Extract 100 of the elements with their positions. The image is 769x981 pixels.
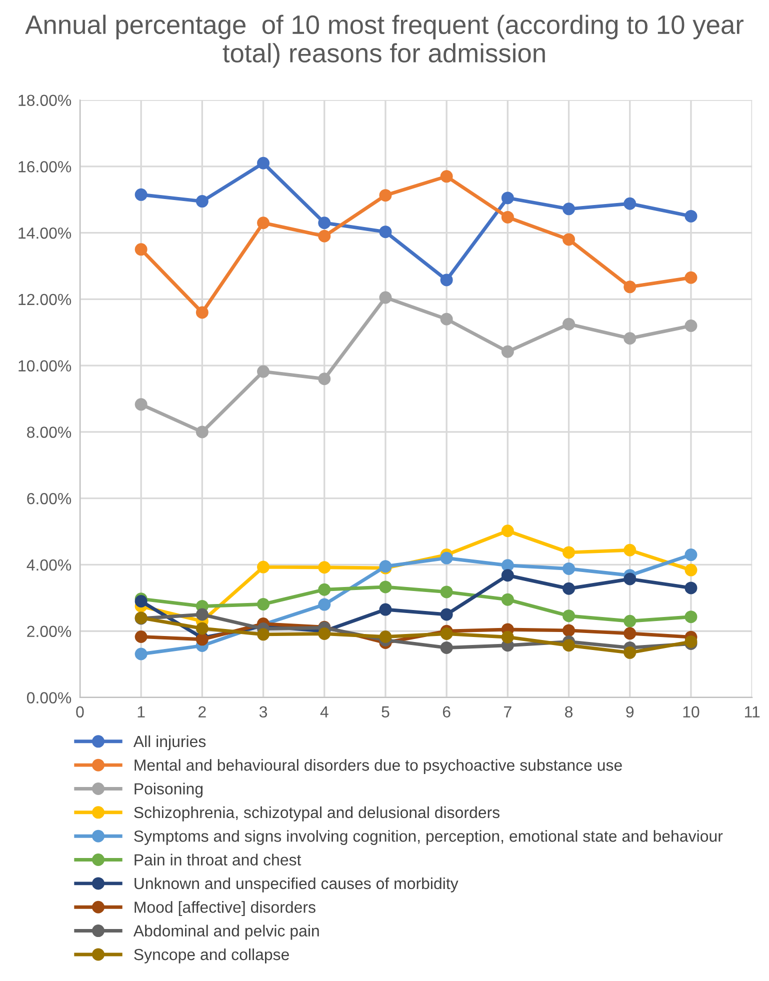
point <box>562 582 576 595</box>
legend-label: Abdominal and pelvic pain <box>133 924 319 940</box>
point <box>134 398 148 411</box>
point <box>318 583 331 596</box>
point <box>624 614 636 628</box>
point <box>440 628 453 640</box>
x-tick-label: 2 <box>198 706 206 718</box>
x-tick-label: 7 <box>504 706 512 718</box>
point <box>562 610 576 622</box>
x-tick-label: 9 <box>626 706 634 718</box>
point <box>501 345 514 358</box>
point <box>134 188 148 201</box>
x-tick-label: 4 <box>320 706 328 718</box>
point <box>257 365 270 378</box>
point <box>624 332 636 345</box>
legend-label: Unknown and unspecified causes of morbidity <box>134 877 458 892</box>
point <box>196 195 208 208</box>
y-tick-label: 16.00% <box>18 161 72 172</box>
point <box>134 648 148 660</box>
y-tick-label: 8.00% <box>27 426 72 438</box>
y-tick-label: 10.00% <box>18 360 72 372</box>
point <box>257 560 270 574</box>
y-tick-label: 18.00% <box>18 94 72 106</box>
point <box>562 546 576 559</box>
legend-label: Mental and behavioural disorders due to psychoactive substance use <box>134 759 622 774</box>
legend-label: Mood [affective] disorders <box>134 901 316 916</box>
y-tick-label: 2.00% <box>27 626 72 638</box>
point <box>318 628 331 640</box>
point <box>318 598 331 611</box>
point <box>257 156 270 170</box>
legend-label: All injuries <box>133 735 206 750</box>
point <box>562 624 576 637</box>
point <box>501 524 514 538</box>
point <box>257 628 270 641</box>
point <box>624 544 636 556</box>
point <box>684 271 698 284</box>
point <box>196 426 208 438</box>
point <box>501 630 514 644</box>
point <box>562 233 576 246</box>
point <box>134 243 148 256</box>
chart-title: Annual percentage of 10 most frequent (according to 10 year total) reasons for admission <box>25 14 744 68</box>
point <box>684 564 698 576</box>
point <box>318 561 331 574</box>
point <box>440 170 453 183</box>
x-tick-label: 6 <box>442 706 450 718</box>
point <box>318 216 331 230</box>
y-tick-label: 0.00% <box>26 692 72 704</box>
point <box>501 559 514 572</box>
point <box>562 639 576 652</box>
point <box>318 230 331 242</box>
point <box>257 598 270 610</box>
point <box>379 603 392 616</box>
x-tick-label: 8 <box>565 706 573 718</box>
y-tick-label: 12.00% <box>18 294 72 306</box>
point <box>624 197 636 210</box>
x-tick-label: 10 <box>683 706 700 718</box>
point <box>440 608 453 621</box>
point <box>501 210 514 224</box>
point <box>440 586 453 598</box>
point <box>501 593 514 606</box>
point <box>624 646 636 659</box>
legend-label: Schizophrenia, schizotypal and delusional disorders <box>134 806 500 822</box>
point <box>624 280 636 294</box>
legend-label: Syncope and collapse <box>134 948 289 964</box>
legend-label: Poisoning <box>134 782 203 798</box>
x-tick-label: 0 <box>76 706 84 718</box>
y-tick-label: 6.00% <box>27 492 72 504</box>
point <box>624 627 636 640</box>
x-tick-label: 5 <box>382 706 390 718</box>
point <box>379 630 392 644</box>
point <box>379 291 392 304</box>
x-tick-label: 3 <box>259 706 268 718</box>
point <box>624 572 636 586</box>
point <box>562 562 576 575</box>
point <box>440 641 453 654</box>
x-tick-label: 1 <box>138 706 145 718</box>
point <box>684 210 698 222</box>
point <box>501 569 514 582</box>
point <box>562 318 576 330</box>
point <box>684 548 698 562</box>
point <box>257 216 270 230</box>
y-tick-label: 14.00% <box>18 227 72 239</box>
point <box>684 610 698 624</box>
point <box>318 372 331 386</box>
point <box>562 202 576 216</box>
point <box>440 552 453 564</box>
legend-label: Pain in throat and chest <box>134 854 302 866</box>
point <box>501 192 514 204</box>
point <box>379 226 392 238</box>
point <box>440 274 453 286</box>
point <box>379 189 392 202</box>
y-tick-label: 4.00% <box>26 559 72 571</box>
point <box>134 630 148 644</box>
point <box>440 312 453 326</box>
x-tick-label: 11 <box>745 706 760 718</box>
point <box>196 622 208 635</box>
point <box>379 580 392 594</box>
point <box>196 608 208 621</box>
point <box>196 306 208 319</box>
legend-label: Symptoms and signs involving cognition, perception, emotional state and behaviour <box>134 830 723 845</box>
